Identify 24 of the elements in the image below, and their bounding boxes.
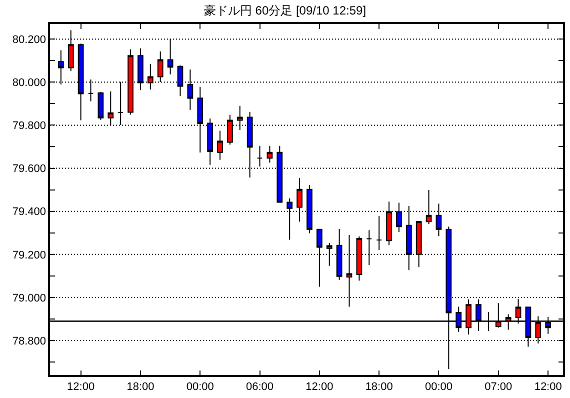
y-tick-label: 80.200 xyxy=(12,34,46,46)
candlestick xyxy=(296,177,302,222)
y-tick-label: 79.600 xyxy=(12,163,46,176)
y-tick-label: 78.800 xyxy=(12,335,46,348)
chart-title: 豪ドル円 60分足 [09/10 12:59] xyxy=(204,3,366,18)
y-tick-label: 79.200 xyxy=(12,249,46,262)
x-tick-label: 06:00 xyxy=(246,380,274,393)
x-tick-label: 12:00 xyxy=(306,380,334,393)
x-tick-label: 12:00 xyxy=(67,380,95,393)
candlestick xyxy=(217,130,223,160)
y-tick-label: 79.800 xyxy=(12,120,46,132)
candlestick xyxy=(376,216,382,251)
x-tick-label: 12:00 xyxy=(534,380,562,393)
y-tick-label: 79.000 xyxy=(12,292,46,304)
candlestick xyxy=(326,242,332,266)
x-tick-label: 00:00 xyxy=(186,380,214,393)
x-tick-label: 07:00 xyxy=(484,380,512,393)
y-tick-label: 80.000 xyxy=(12,76,46,89)
candlestick xyxy=(98,91,104,120)
y-tick-label: 79.400 xyxy=(12,206,46,218)
x-tick-label: 18:00 xyxy=(365,380,393,393)
x-tick-label: 00:00 xyxy=(424,380,452,393)
x-tick-label: 18:00 xyxy=(126,380,154,393)
candlestick xyxy=(266,145,273,164)
